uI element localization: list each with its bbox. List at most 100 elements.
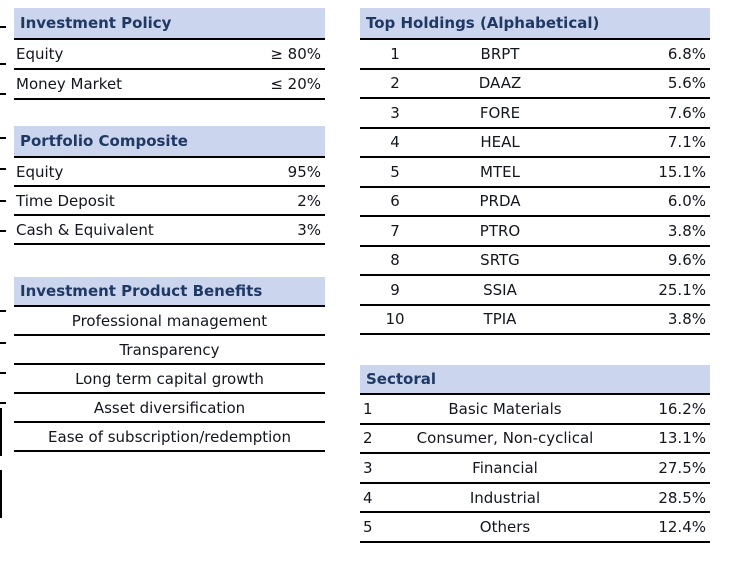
table-row: Ease of subscription/redemption [14, 423, 325, 452]
table-row: 1 Basic Materials 16.2% [360, 395, 710, 425]
holding-rank: 10 [385, 310, 405, 329]
table-row: 4 HEAL 7.1% [360, 129, 710, 158]
table-row: Long term capital growth [14, 365, 325, 394]
row-label: Cash & Equivalent [16, 220, 154, 239]
holding-ticker: HEAL [480, 133, 520, 152]
crop-artifact-bar [0, 470, 2, 518]
top-holdings-table: Top Holdings (Alphabetical) 1 BRPT 6.8% … [360, 8, 710, 335]
holding-ticker: MTEL [480, 162, 520, 181]
table-title-text: Portfolio Composite [20, 132, 188, 150]
table-row: Money Market ≤ 20% [14, 70, 325, 100]
table-row: Asset diversification [14, 394, 325, 423]
holding-ticker: TPIA [483, 310, 517, 329]
sector-rank: 1 [363, 399, 373, 418]
holding-weight: 25.1% [658, 280, 706, 299]
table-row: Time Deposit 2% [14, 187, 325, 216]
sector-rank: 4 [363, 488, 373, 507]
holding-ticker: SSIA [483, 280, 517, 299]
row-label: Equity [16, 45, 64, 63]
investment-policy-title: Investment Policy [14, 8, 325, 40]
sector-name: Basic Materials [448, 399, 562, 418]
top-holdings-title: Top Holdings (Alphabetical) [360, 8, 710, 40]
table-row: 2 DAAZ 5.6% [360, 70, 710, 99]
holding-rank: 2 [390, 74, 400, 93]
investment-policy-table: Investment Policy Equity ≥ 80% Money Mar… [14, 8, 325, 100]
holding-weight: 5.6% [667, 74, 706, 93]
holding-rank: 9 [390, 280, 400, 299]
holding-ticker: DAAZ [478, 74, 522, 93]
table-row: 3 Financial 27.5% [360, 454, 710, 484]
table-row: 9 SSIA 25.1% [360, 276, 710, 306]
table-row: 10 TPIA 3.8% [360, 306, 710, 335]
row-label: Time Deposit [16, 191, 115, 210]
holding-rank: 6 [390, 192, 400, 211]
crop-artifact-tick [0, 168, 6, 170]
sector-rank: 2 [363, 429, 373, 448]
sector-name: Financial [472, 458, 538, 477]
sector-name: Consumer, Non-cyclical [416, 429, 594, 448]
portfolio-composite-title: Portfolio Composite [14, 126, 325, 158]
holding-weight: 9.6% [667, 251, 706, 270]
table-row: 8 SRTG 9.6% [360, 247, 710, 276]
sector-weight: 12.4% [658, 518, 706, 537]
table-row: Equity 95% [14, 158, 325, 187]
benefit-text: Professional management [71, 311, 268, 330]
sector-rank: 3 [363, 458, 373, 477]
holding-ticker: BRPT [480, 44, 520, 63]
table-row: 5 MTEL 15.1% [360, 158, 710, 188]
crop-artifact-tick [0, 200, 6, 202]
row-label: Money Market [16, 75, 123, 93]
crop-artifact-bar [0, 408, 2, 456]
sector-rank: 5 [363, 518, 373, 537]
holding-weight: 6.0% [667, 192, 706, 211]
table-row: 2 Consumer, Non-cyclical 13.1% [360, 425, 710, 455]
table-row: 1 BRPT 6.8% [360, 40, 710, 70]
holding-rank: 8 [390, 251, 400, 270]
table-row: 5 Others 12.4% [360, 513, 710, 543]
holding-ticker: SRTG [480, 251, 520, 270]
portfolio-composite-table: Portfolio Composite Equity 95% Time Depo… [14, 126, 325, 245]
table-row: Equity ≥ 80% [14, 40, 325, 70]
table-title-text: Investment Policy [20, 14, 172, 32]
table-row: 3 FORE 7.6% [360, 99, 710, 129]
crop-artifact-tick [0, 93, 6, 95]
holding-rank: 4 [390, 133, 400, 152]
holding-rank: 7 [390, 221, 400, 240]
row-value: 95% [287, 162, 321, 181]
holding-ticker: PTRO [479, 221, 521, 240]
holding-weight: 3.8% [667, 221, 706, 240]
table-row: 6 PRDA 6.0% [360, 188, 710, 217]
sector-weight: 16.2% [658, 399, 706, 418]
table-row: Professional management [14, 307, 325, 336]
table-title-text: Sectoral [366, 370, 437, 388]
investment-product-benefits-title: Investment Product Benefits [14, 277, 325, 307]
crop-artifact-tick [0, 26, 6, 28]
sectoral-table: Sectoral 1 Basic Materials 16.2% 2 Consu… [360, 365, 710, 543]
holding-weight: 7.1% [667, 133, 706, 152]
crop-artifact-tick [0, 63, 6, 65]
table-title-text: Top Holdings (Alphabetical) [366, 14, 600, 32]
crop-artifact-tick [0, 372, 6, 374]
holding-weight: 6.8% [667, 44, 706, 63]
table-row: Transparency [14, 336, 325, 365]
crop-artifact-tick [0, 310, 6, 312]
sector-name: Others [479, 518, 531, 537]
crop-artifact-tick [0, 402, 6, 404]
sector-weight: 27.5% [658, 458, 706, 477]
table-row: 4 Industrial 28.5% [360, 484, 710, 514]
sector-name: Industrial [469, 488, 541, 507]
crop-artifact-tick [0, 137, 6, 139]
crop-artifact-tick [0, 342, 6, 344]
holding-rank: 3 [390, 103, 400, 122]
row-value: 3% [297, 220, 321, 239]
table-row: 7 PTRO 3.8% [360, 217, 710, 247]
sector-weight: 13.1% [658, 429, 706, 448]
row-label: Equity [16, 162, 64, 181]
holding-rank: 5 [390, 162, 400, 181]
holding-weight: 7.6% [667, 103, 706, 122]
holding-rank: 1 [390, 44, 400, 63]
holding-ticker: FORE [479, 103, 521, 122]
benefit-text: Long term capital growth [75, 369, 264, 388]
crop-artifact-tick [0, 230, 6, 232]
